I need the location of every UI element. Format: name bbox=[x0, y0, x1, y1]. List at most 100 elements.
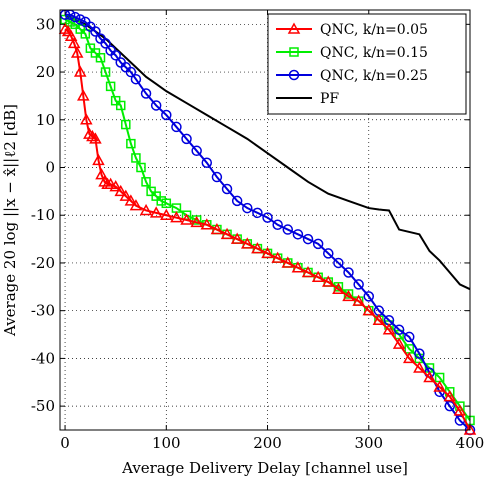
y-tick-label: -40 bbox=[31, 349, 55, 367]
x-tick-label: 0 bbox=[60, 434, 70, 452]
triangle-marker bbox=[64, 29, 78, 41]
triangle-marker bbox=[251, 242, 264, 254]
triangle-marker bbox=[80, 113, 93, 125]
series-line bbox=[65, 13, 471, 431]
triangle-marker bbox=[114, 184, 128, 197]
y-tick-label: 0 bbox=[45, 159, 55, 177]
triangle-marker bbox=[372, 313, 386, 325]
triangle-marker bbox=[287, 22, 301, 34]
square-marker bbox=[131, 153, 141, 163]
circle-marker bbox=[125, 66, 137, 78]
square-marker bbox=[110, 95, 121, 106]
square-marker bbox=[126, 138, 136, 149]
legend-item: QNC, k/n=0.25 bbox=[276, 68, 428, 84]
circle-marker bbox=[90, 26, 101, 37]
circle-marker bbox=[312, 238, 324, 250]
triangle-marker bbox=[124, 194, 138, 206]
triangle-marker bbox=[321, 275, 335, 287]
circle-marker bbox=[272, 219, 283, 231]
legend-label: QNC, k/n=0.25 bbox=[320, 68, 428, 84]
circle-marker bbox=[211, 171, 223, 183]
circle-marker bbox=[363, 291, 375, 302]
triangle-marker bbox=[443, 390, 457, 402]
square-marker bbox=[75, 24, 85, 34]
triangle-marker bbox=[413, 361, 426, 373]
y-tick-label: 30 bbox=[36, 15, 55, 33]
circle-marker bbox=[130, 73, 142, 85]
circle-marker bbox=[161, 109, 172, 121]
circle-marker bbox=[181, 133, 192, 145]
grid bbox=[60, 10, 471, 430]
square-marker bbox=[121, 119, 131, 130]
triangle-marker bbox=[70, 46, 84, 58]
circle-marker bbox=[343, 267, 354, 278]
circle-marker bbox=[242, 202, 253, 214]
triangle-marker bbox=[332, 282, 345, 294]
triangle-marker bbox=[291, 261, 305, 273]
circle-marker bbox=[302, 233, 314, 245]
triangle-marker bbox=[190, 215, 203, 228]
series-line bbox=[64, 13, 471, 291]
square-marker bbox=[115, 100, 126, 111]
ticks: 0 100 200 300 400 -50 -40 -30 -20 -10 0 10 20 30 bbox=[31, 10, 484, 452]
triangle-marker bbox=[119, 189, 133, 201]
triangle-marker bbox=[160, 208, 173, 220]
square-marker bbox=[151, 191, 161, 201]
triangle-marker bbox=[139, 203, 153, 216]
triangle-marker bbox=[342, 289, 355, 302]
triangle-marker bbox=[402, 351, 416, 364]
square-marker bbox=[146, 186, 156, 197]
circle-marker bbox=[282, 224, 294, 235]
square-marker bbox=[80, 29, 91, 39]
square-marker bbox=[85, 43, 96, 53]
legend-label: QNC, k/n=0.15 bbox=[320, 45, 428, 61]
series-layer bbox=[58, 9, 477, 436]
legend: QNC, k/n=0.05 QNC, k/n=0.15 QNC, k/n=0.25 P… bbox=[267, 13, 467, 115]
circle-marker bbox=[74, 14, 86, 25]
x-tick-label: 100 bbox=[152, 434, 181, 452]
triangle-marker bbox=[89, 132, 102, 144]
triangle-marker bbox=[382, 323, 396, 335]
triangle-marker bbox=[301, 265, 315, 278]
square-marker bbox=[289, 47, 299, 57]
circle-marker bbox=[292, 229, 304, 240]
circle-marker bbox=[288, 69, 300, 81]
plot-frame bbox=[59, 9, 471, 431]
y-tick-label: -10 bbox=[31, 206, 55, 224]
triangle-marker bbox=[95, 168, 108, 180]
square-marker bbox=[95, 52, 106, 63]
triangle-marker bbox=[104, 177, 117, 189]
y-tick-label: -50 bbox=[31, 397, 55, 415]
x-tick-label: 400 bbox=[456, 434, 485, 452]
legend-item: QNC, k/n=0.05 bbox=[276, 22, 428, 38]
series-4 bbox=[64, 13, 471, 291]
square-marker bbox=[161, 198, 172, 209]
series-1 bbox=[58, 22, 477, 435]
legend-item: PF bbox=[276, 91, 339, 107]
circle-marker bbox=[100, 38, 111, 49]
x-tick-label: 300 bbox=[354, 434, 383, 452]
y-axis-label: Average 20 log ||x − x̂||ℓ2 [dB] bbox=[1, 104, 19, 337]
square-marker bbox=[105, 81, 116, 92]
triangle-marker bbox=[261, 246, 274, 259]
triangle-marker bbox=[77, 89, 90, 101]
triangle-marker bbox=[92, 153, 105, 166]
series-line bbox=[64, 28, 471, 431]
triangle-marker bbox=[392, 337, 406, 349]
square-marker bbox=[156, 196, 166, 206]
triangle-marker bbox=[129, 199, 143, 211]
triangle-marker bbox=[230, 232, 244, 244]
circle-marker bbox=[252, 207, 263, 219]
triangle-marker bbox=[220, 227, 234, 240]
square-marker bbox=[90, 48, 101, 58]
square-marker bbox=[141, 177, 151, 187]
circle-marker bbox=[140, 88, 152, 99]
triangle-marker bbox=[200, 218, 214, 230]
circle-marker bbox=[191, 145, 202, 157]
circle-marker bbox=[171, 121, 182, 133]
circle-marker bbox=[221, 183, 233, 195]
triangle-marker bbox=[149, 206, 163, 218]
circle-marker bbox=[414, 348, 425, 359]
circle-marker bbox=[262, 212, 273, 223]
